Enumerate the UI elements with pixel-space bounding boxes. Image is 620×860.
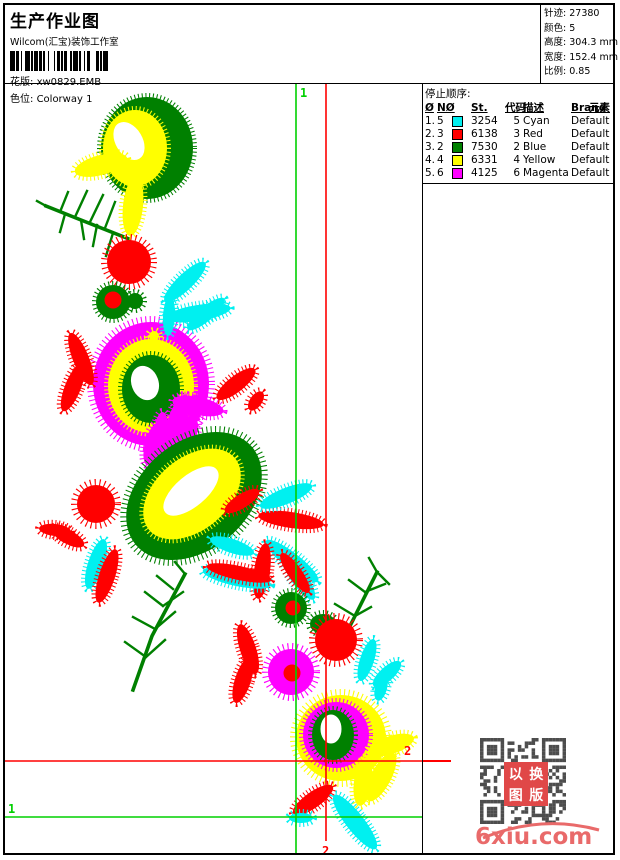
col-order: Ø: [425, 102, 434, 114]
cell-code: 3: [513, 128, 520, 140]
thread-swatch: [452, 155, 463, 166]
colorway-line: 色位: Colorway 1: [10, 90, 119, 105]
colorway-label: 色位:: [10, 94, 34, 105]
thread-swatch: [452, 142, 463, 153]
cell-st: 3254: [471, 115, 498, 127]
flower-bottom: [285, 671, 418, 853]
right-panel: 停止顺序: Ø NØ St. 代码 描述 Brand 元素 1. 5 3254 5: [423, 84, 613, 853]
end-marker-label-right: 2: [404, 744, 411, 758]
col-code: 代码: [505, 102, 526, 114]
start-marker-label-left: 1: [8, 802, 15, 816]
embroidery-design: 1 1 2 2: [5, 84, 422, 853]
red-stamp: 以 换 图 版: [504, 762, 548, 806]
colorway-value: Colorway 1: [36, 94, 93, 105]
content-area: 1 1 2 2 停止顺序: Ø NØ St.: [5, 84, 613, 853]
start-crosshair: 1 1: [5, 84, 422, 853]
col-desc: 描述: [523, 102, 544, 114]
col-st: St.: [471, 102, 488, 114]
stitches-row: 针迹: 27380: [544, 8, 600, 19]
thread-swatch: [452, 129, 463, 140]
table-row: 2. 3 6138 3 Red Default: [425, 128, 613, 141]
cell-brand: Default: [571, 154, 610, 166]
design-canvas: 1 1 2 2: [5, 84, 423, 853]
cell-st: 6331: [471, 154, 498, 166]
cell-code: 4: [513, 154, 520, 166]
end-crosshair-extension: [423, 760, 451, 762]
watermark: 6xiu.com: [475, 822, 605, 854]
start-marker-label-top: 1: [300, 86, 307, 100]
flower-central-large: [120, 418, 268, 567]
cell-desc: Blue: [523, 141, 547, 153]
pattern-label: 花版:: [10, 77, 34, 88]
col-brand: Brand: [571, 102, 607, 114]
flower-top: [70, 93, 197, 240]
scale-row: 比例: 0.85: [544, 66, 591, 77]
col-needle: NØ: [437, 102, 455, 114]
colors-row: 颜色: 5: [544, 22, 576, 34]
header-left: 生产作业图 Wilcom(汇宝)装饰工作室 花版: xw0829.EMB 色位:…: [10, 7, 119, 105]
pattern-value: xw0829.EMB: [36, 77, 102, 88]
table-row: 1. 5 3254 5 Cyan Default: [425, 115, 613, 128]
flower-magenta-large: [56, 292, 268, 472]
table-row: 4. 4 6331 4 Yellow Default: [425, 154, 613, 167]
cell-code: 5: [513, 115, 520, 127]
cell-desc: Yellow: [523, 154, 556, 166]
stop-sequence-header-row: Ø NØ St. 代码 描述 Brand 元素: [425, 102, 613, 115]
cell-desc: Cyan: [523, 115, 550, 127]
cell-st: 7530: [471, 141, 498, 153]
worksheet-page: 生产作业图 Wilcom(汇宝)装饰工作室 花版: xw0829.EMB 色位:…: [3, 3, 618, 855]
stop-sequence-table: 停止顺序: Ø NØ St. 代码 描述 Brand 元素 1. 5 3254 5: [423, 84, 613, 184]
height-row: 高度: 304.3 mm: [544, 37, 618, 48]
cell-brand: Default: [571, 128, 610, 140]
cell-st: 6138: [471, 128, 498, 140]
width-row: 宽度: 152.4 mm: [544, 51, 618, 63]
cell-code: 6: [513, 167, 520, 179]
page-title: 生产作业图: [10, 12, 100, 32]
hanging-leaves: [198, 548, 320, 604]
studio-subtitle: Wilcom(汇宝)装饰工作室: [10, 37, 119, 48]
watermark-swoosh: [482, 822, 600, 840]
cell-brand: Default: [571, 141, 610, 153]
header: 生产作业图 Wilcom(汇宝)装饰工作室 花版: xw0829.EMB 色位:…: [5, 5, 618, 105]
design-info-box: 针迹: 27380 颜色: 5 高度: 304.3 mm 宽度: 152.4 m…: [540, 5, 618, 83]
cell-desc: Red: [523, 128, 543, 140]
pattern-line: 花版: xw0829.EMB: [10, 73, 119, 88]
end-crosshair: 2 2: [5, 84, 422, 853]
end-marker-label-bottom: 2: [322, 844, 329, 853]
cell-code: 2: [513, 141, 520, 153]
watermark-site: 6xiu.com: [475, 824, 593, 850]
cell-brand: Default: [571, 167, 610, 179]
thread-swatch: [452, 168, 463, 179]
flower-green-small: [92, 281, 147, 323]
flower-red-ball: [101, 234, 157, 290]
thread-swatch: [452, 116, 463, 127]
pine-branch-top: [35, 189, 132, 264]
cell-brand: Default: [571, 115, 610, 127]
table-row: 3. 2 7530 2 Blue Default: [425, 141, 613, 154]
cell-st: 4125: [471, 167, 498, 179]
stop-sequence-title: 停止顺序:: [425, 88, 471, 100]
table-row: 5. 6 4125 6 Magenta Default: [425, 167, 613, 180]
cell-desc: Magenta: [523, 167, 569, 179]
barcode: [10, 51, 114, 71]
red-flower-left: [35, 479, 123, 607]
col-element: 元素: [589, 102, 610, 114]
pine-branch-bottom-left: [123, 560, 188, 693]
